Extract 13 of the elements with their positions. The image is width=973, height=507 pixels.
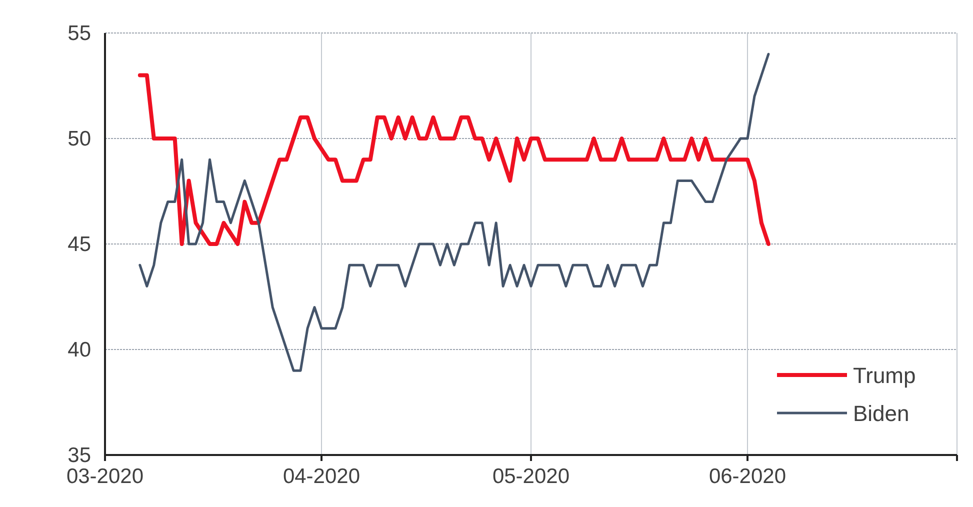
y-tick-label: 50 <box>68 128 91 150</box>
x-tick-label: 03-2020 <box>66 465 144 488</box>
y-tick-label: 45 <box>68 233 91 256</box>
y-tick-label: 40 <box>68 338 91 362</box>
x-tick-label: 06-2020 <box>708 465 786 488</box>
legend-label: Biden <box>853 401 910 426</box>
x-tick-label: 04-2020 <box>282 465 360 488</box>
line-series <box>138 73 770 246</box>
x-tick-label: 05-2020 <box>492 465 570 488</box>
y-tick-label: 35 <box>68 444 91 467</box>
line-series <box>138 52 770 372</box>
legend-label: Trump <box>853 363 916 388</box>
y-tick-label: 55 <box>68 22 91 45</box>
